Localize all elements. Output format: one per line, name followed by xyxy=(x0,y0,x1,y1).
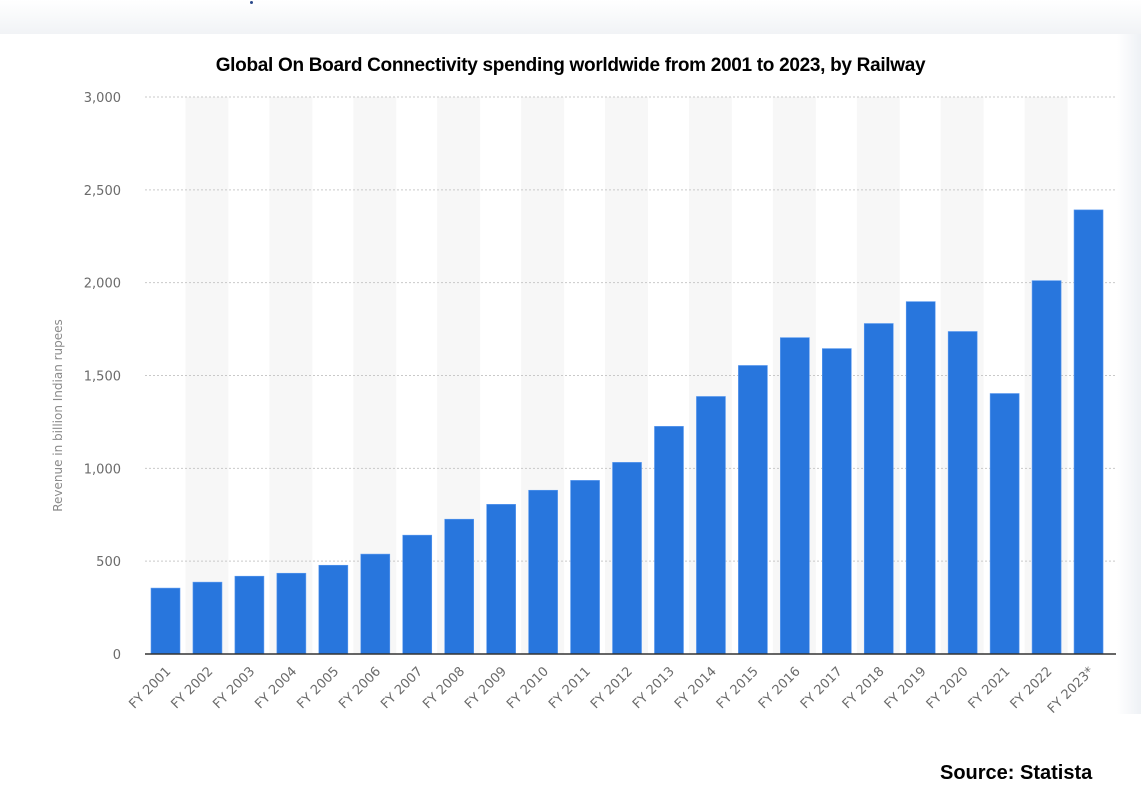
bar xyxy=(822,348,852,655)
bar xyxy=(150,587,181,655)
bar xyxy=(444,518,474,655)
y-axis-ticks: 0 500 1,000 1,500 2,000 2,500 3,000 xyxy=(84,91,121,663)
x-tick-label: FY 2004 xyxy=(252,664,300,712)
x-tick-label: FY 2008 xyxy=(420,664,468,712)
x-tick-label: FY 2003 xyxy=(210,664,258,712)
x-tick-label: FY 2001 xyxy=(126,664,174,712)
top-strip xyxy=(0,0,1141,34)
x-tick-label: FY 2005 xyxy=(294,664,342,712)
x-tick-label: FY 2019 xyxy=(882,664,930,712)
y-tick-label: 2,500 xyxy=(84,184,121,199)
y-axis-label: Revenue in billion Indian rupees xyxy=(51,319,65,512)
x-tick-label: FY 2016 xyxy=(756,664,804,712)
bar xyxy=(654,426,684,655)
y-tick-label: 1,500 xyxy=(84,370,121,385)
x-tick-label: FY 2017 xyxy=(798,664,846,712)
bar xyxy=(570,480,600,655)
x-tick-label: FY 2011 xyxy=(546,664,594,712)
x-tick-label: FY 2007 xyxy=(378,664,426,712)
y-tick-label: 3,000 xyxy=(84,91,121,106)
bar xyxy=(1073,209,1104,655)
right-shade xyxy=(1117,34,1141,714)
x-tick-label: FY 2013 xyxy=(630,664,678,712)
x-tick-label: FY 2006 xyxy=(336,664,384,712)
chart-title: Global On Board Connectivity spending wo… xyxy=(215,55,926,76)
bar xyxy=(696,396,726,655)
x-tick-label: FY 2015 xyxy=(714,664,762,712)
bar xyxy=(402,534,433,655)
top-dot xyxy=(250,1,253,4)
bar xyxy=(612,462,642,655)
bar xyxy=(1031,280,1062,655)
bar xyxy=(192,581,223,655)
x-tick-label: FY 2018 xyxy=(840,664,888,712)
y-tick-label: 1,000 xyxy=(84,462,121,477)
x-tick-label: FY 2014 xyxy=(672,664,720,712)
x-tick-label: FY 2012 xyxy=(588,664,636,712)
bar xyxy=(276,572,307,655)
x-tick-label: FY 2020 xyxy=(924,664,972,712)
x-tick-label: FY 2010 xyxy=(504,664,552,712)
y-tick-label: 2,000 xyxy=(84,277,121,292)
x-tick-label: FY 2009 xyxy=(462,664,510,712)
bar xyxy=(528,489,558,655)
y-tick-label: 0 xyxy=(113,648,121,663)
bar xyxy=(738,365,768,655)
bar xyxy=(360,553,391,655)
bar xyxy=(234,575,265,655)
bar xyxy=(989,393,1020,655)
source-note: Source: Statista xyxy=(940,762,1093,784)
bar xyxy=(947,331,978,655)
x-tick-label: FY 2002 xyxy=(168,664,216,712)
x-tick-label: FY 2023* xyxy=(1045,664,1098,717)
bar xyxy=(318,564,349,655)
x-tick-label: FY 2021 xyxy=(966,664,1014,712)
y-tick-label: 500 xyxy=(96,555,121,570)
bar xyxy=(486,504,516,655)
bar xyxy=(780,337,810,655)
bar xyxy=(905,301,936,655)
bar xyxy=(863,323,894,655)
